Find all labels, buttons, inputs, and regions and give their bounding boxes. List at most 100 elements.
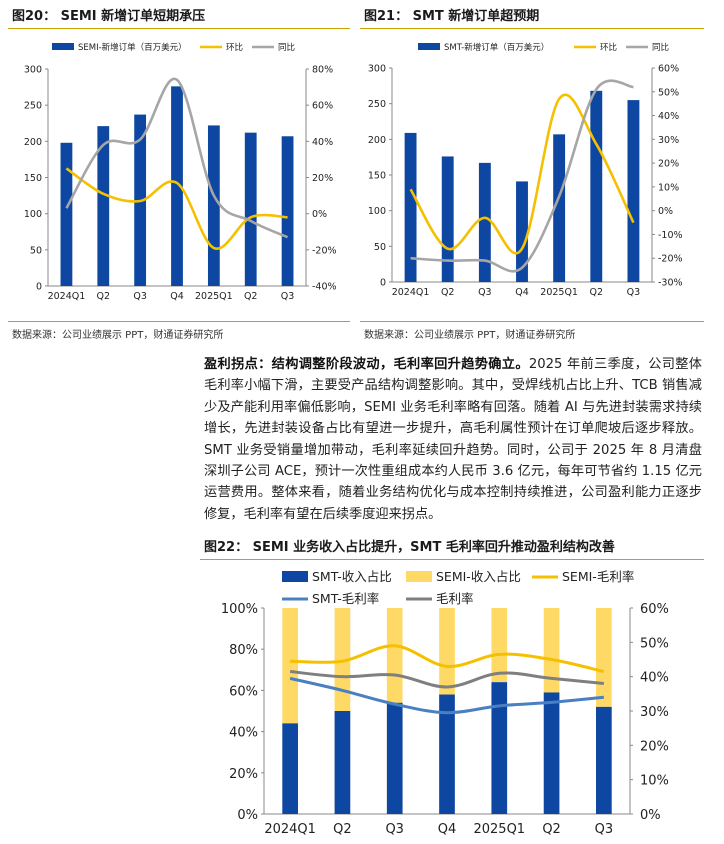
c22-legend-smt-share-label: SMT-收入占比 — [312, 569, 392, 584]
c22-bar-smt-share — [596, 706, 612, 814]
c22-left-tick-label: 40% — [229, 726, 258, 741]
c21-category-label: 2024Q1 — [392, 287, 430, 298]
c21-bar — [627, 100, 640, 282]
c22-bar-smt-share — [491, 682, 508, 814]
c22-right-tick-label: 0% — [640, 808, 661, 823]
figure21-source: 数据来源：公司业绩展示 PPT，财通证券研究所 — [364, 330, 576, 341]
paragraph-body: 2025 年前三季度，公司整体毛利率小幅下滑，主要受产品结构调整影响。其中，受焊… — [204, 357, 702, 522]
c20-right-tick-label: 20% — [312, 173, 333, 184]
c22-bar-smt-share — [439, 694, 455, 814]
c22-right-tick-label: 50% — [640, 636, 669, 651]
c20-legend-line-label: 环比 — [226, 42, 243, 53]
c21-left-tick-label: 50 — [374, 242, 386, 253]
c20-right-tick-label: 40% — [312, 137, 333, 148]
c22-bar-semi-share — [386, 608, 403, 703]
c22-bar-semi-share — [491, 608, 508, 683]
c21-line-qoq — [409, 93, 635, 255]
c22-legend-smt-share-swatch — [282, 571, 308, 582]
c22-right-tick-label: 40% — [640, 671, 669, 686]
c20-bar — [281, 136, 294, 286]
c22-left-tick-label: 20% — [229, 767, 258, 782]
c20-left-tick-label: 250 — [24, 101, 42, 112]
c22-category-label: 2024Q1 — [264, 822, 316, 837]
c21-right-tick-label: -10% — [658, 230, 683, 241]
c20-category-label: 2025Q1 — [195, 291, 233, 302]
c22-category-label: Q4 — [438, 822, 457, 837]
c21-right-tick-label: 50% — [658, 87, 679, 98]
c20-category-label: Q3 — [281, 291, 295, 302]
c21-left-tick-label: 250 — [368, 99, 386, 110]
c21-line-yoy — [410, 79, 634, 273]
c22-category-label: Q2 — [333, 822, 352, 837]
c22-right-tick-label: 60% — [640, 602, 669, 617]
c21-bar — [441, 156, 454, 282]
c22-category-label: 2025Q1 — [473, 822, 525, 837]
c22-bar-smt-share — [334, 711, 351, 814]
c22-right-tick-label: 30% — [640, 705, 669, 720]
c21-legend-line-label: 同比 — [652, 42, 669, 53]
c22-bar-semi-share — [543, 608, 560, 693]
c20-bar — [207, 125, 220, 286]
figure20-source: 数据来源：公司业绩展示 PPT，财通证券研究所 — [12, 330, 224, 341]
c21-right-tick-label: 30% — [658, 135, 679, 146]
c22-bar-smt-share — [543, 692, 560, 814]
c21-bar — [590, 90, 603, 283]
c22-bar-semi-share — [334, 608, 351, 711]
c21-bar — [553, 134, 566, 282]
c22-category-label: Q2 — [542, 822, 561, 837]
c21-right-tick-label: 0% — [658, 206, 673, 217]
c22-right-tick-label: 10% — [640, 774, 669, 789]
c21-bar — [404, 132, 417, 282]
c20-category-label: Q4 — [170, 291, 184, 302]
c20-bar — [60, 142, 73, 286]
c20-legend-bar-label: SEMI-新增订单（百万美元） — [78, 42, 187, 53]
c22-right-tick-label: 20% — [640, 739, 669, 754]
figure21-bottom-rule — [360, 321, 704, 322]
figure21-top-rule — [360, 28, 704, 29]
c20-right-tick-label: -40% — [312, 282, 337, 293]
c21-category-label: Q2 — [590, 287, 604, 298]
figure20-top-rule — [8, 28, 350, 29]
c20-left-tick-label: 50 — [30, 245, 42, 256]
figure22-top-rule — [200, 559, 704, 560]
c22-bar-semi-share — [282, 608, 298, 724]
c22-legend-semi-share-label: SEMI-收入占比 — [436, 569, 521, 584]
c21-category-label: Q4 — [515, 287, 529, 298]
c20-bar — [97, 126, 110, 286]
c21-legend-line-label: 环比 — [600, 42, 617, 53]
c20-line-qoq — [65, 167, 288, 250]
c21-left-tick-label: 300 — [368, 64, 386, 75]
c22-left-tick-label: 100% — [221, 602, 258, 617]
c21-right-tick-label: 40% — [658, 111, 679, 122]
c22-bar-smt-share — [386, 702, 403, 814]
figure20-bottom-rule — [8, 321, 350, 322]
c21-legend-bar-label: SMT-新增订单（百万美元） — [444, 42, 549, 53]
c20-right-tick-label: 80% — [312, 65, 333, 76]
c22-line-smt-margin — [289, 676, 605, 715]
c22-bar-smt-share — [282, 723, 298, 814]
figure20-title: 图20： SEMI 新增订单短期承压 — [12, 9, 206, 24]
analysis-paragraph: 盈利拐点：结构调整阶段波动，毛利率回升趋势确立。2025 年前三季度，公司整体毛… — [204, 354, 702, 525]
c20-left-tick-label: 150 — [24, 173, 42, 184]
c21-category-label: 2025Q1 — [540, 287, 578, 298]
c22-bar-semi-share — [596, 608, 612, 707]
figure21-title: 图21： SMT 新增订单超预期 — [364, 9, 540, 24]
figure20-chart: 0 50 100 150 200 250 300 -40% -20% 0% 20% 40% 60% 80%… — [24, 42, 337, 302]
c21-category-label: Q2 — [441, 287, 455, 298]
c20-left-tick-label: 100 — [24, 209, 42, 220]
c20-right-tick-label: 60% — [312, 101, 333, 112]
c21-right-tick-label: 10% — [658, 182, 679, 193]
c21-category-label: Q3 — [478, 287, 492, 298]
c22-line-total-margin — [289, 670, 605, 689]
c20-left-tick-label: 300 — [24, 65, 42, 76]
figure22-chart: 0% 20% 40% 60% 80% 100% 0% 10% 20% 30% 40% 50% 60% 20… — [221, 569, 669, 837]
c21-legend-bar-swatch — [418, 43, 440, 50]
figure22-title: 图22： SEMI 业务收入占比提升，SMT 毛利率回升推动盈利结构改善 — [204, 540, 615, 555]
c22-category-label: Q3 — [595, 822, 614, 837]
c22-line-semi-margin — [290, 644, 605, 673]
c20-right-tick-label: 0% — [312, 209, 327, 220]
c20-category-label: Q2 — [97, 291, 111, 302]
c21-category-label: Q3 — [627, 287, 641, 298]
c20-category-label: Q2 — [244, 291, 258, 302]
c20-category-label: 2024Q1 — [48, 291, 86, 302]
